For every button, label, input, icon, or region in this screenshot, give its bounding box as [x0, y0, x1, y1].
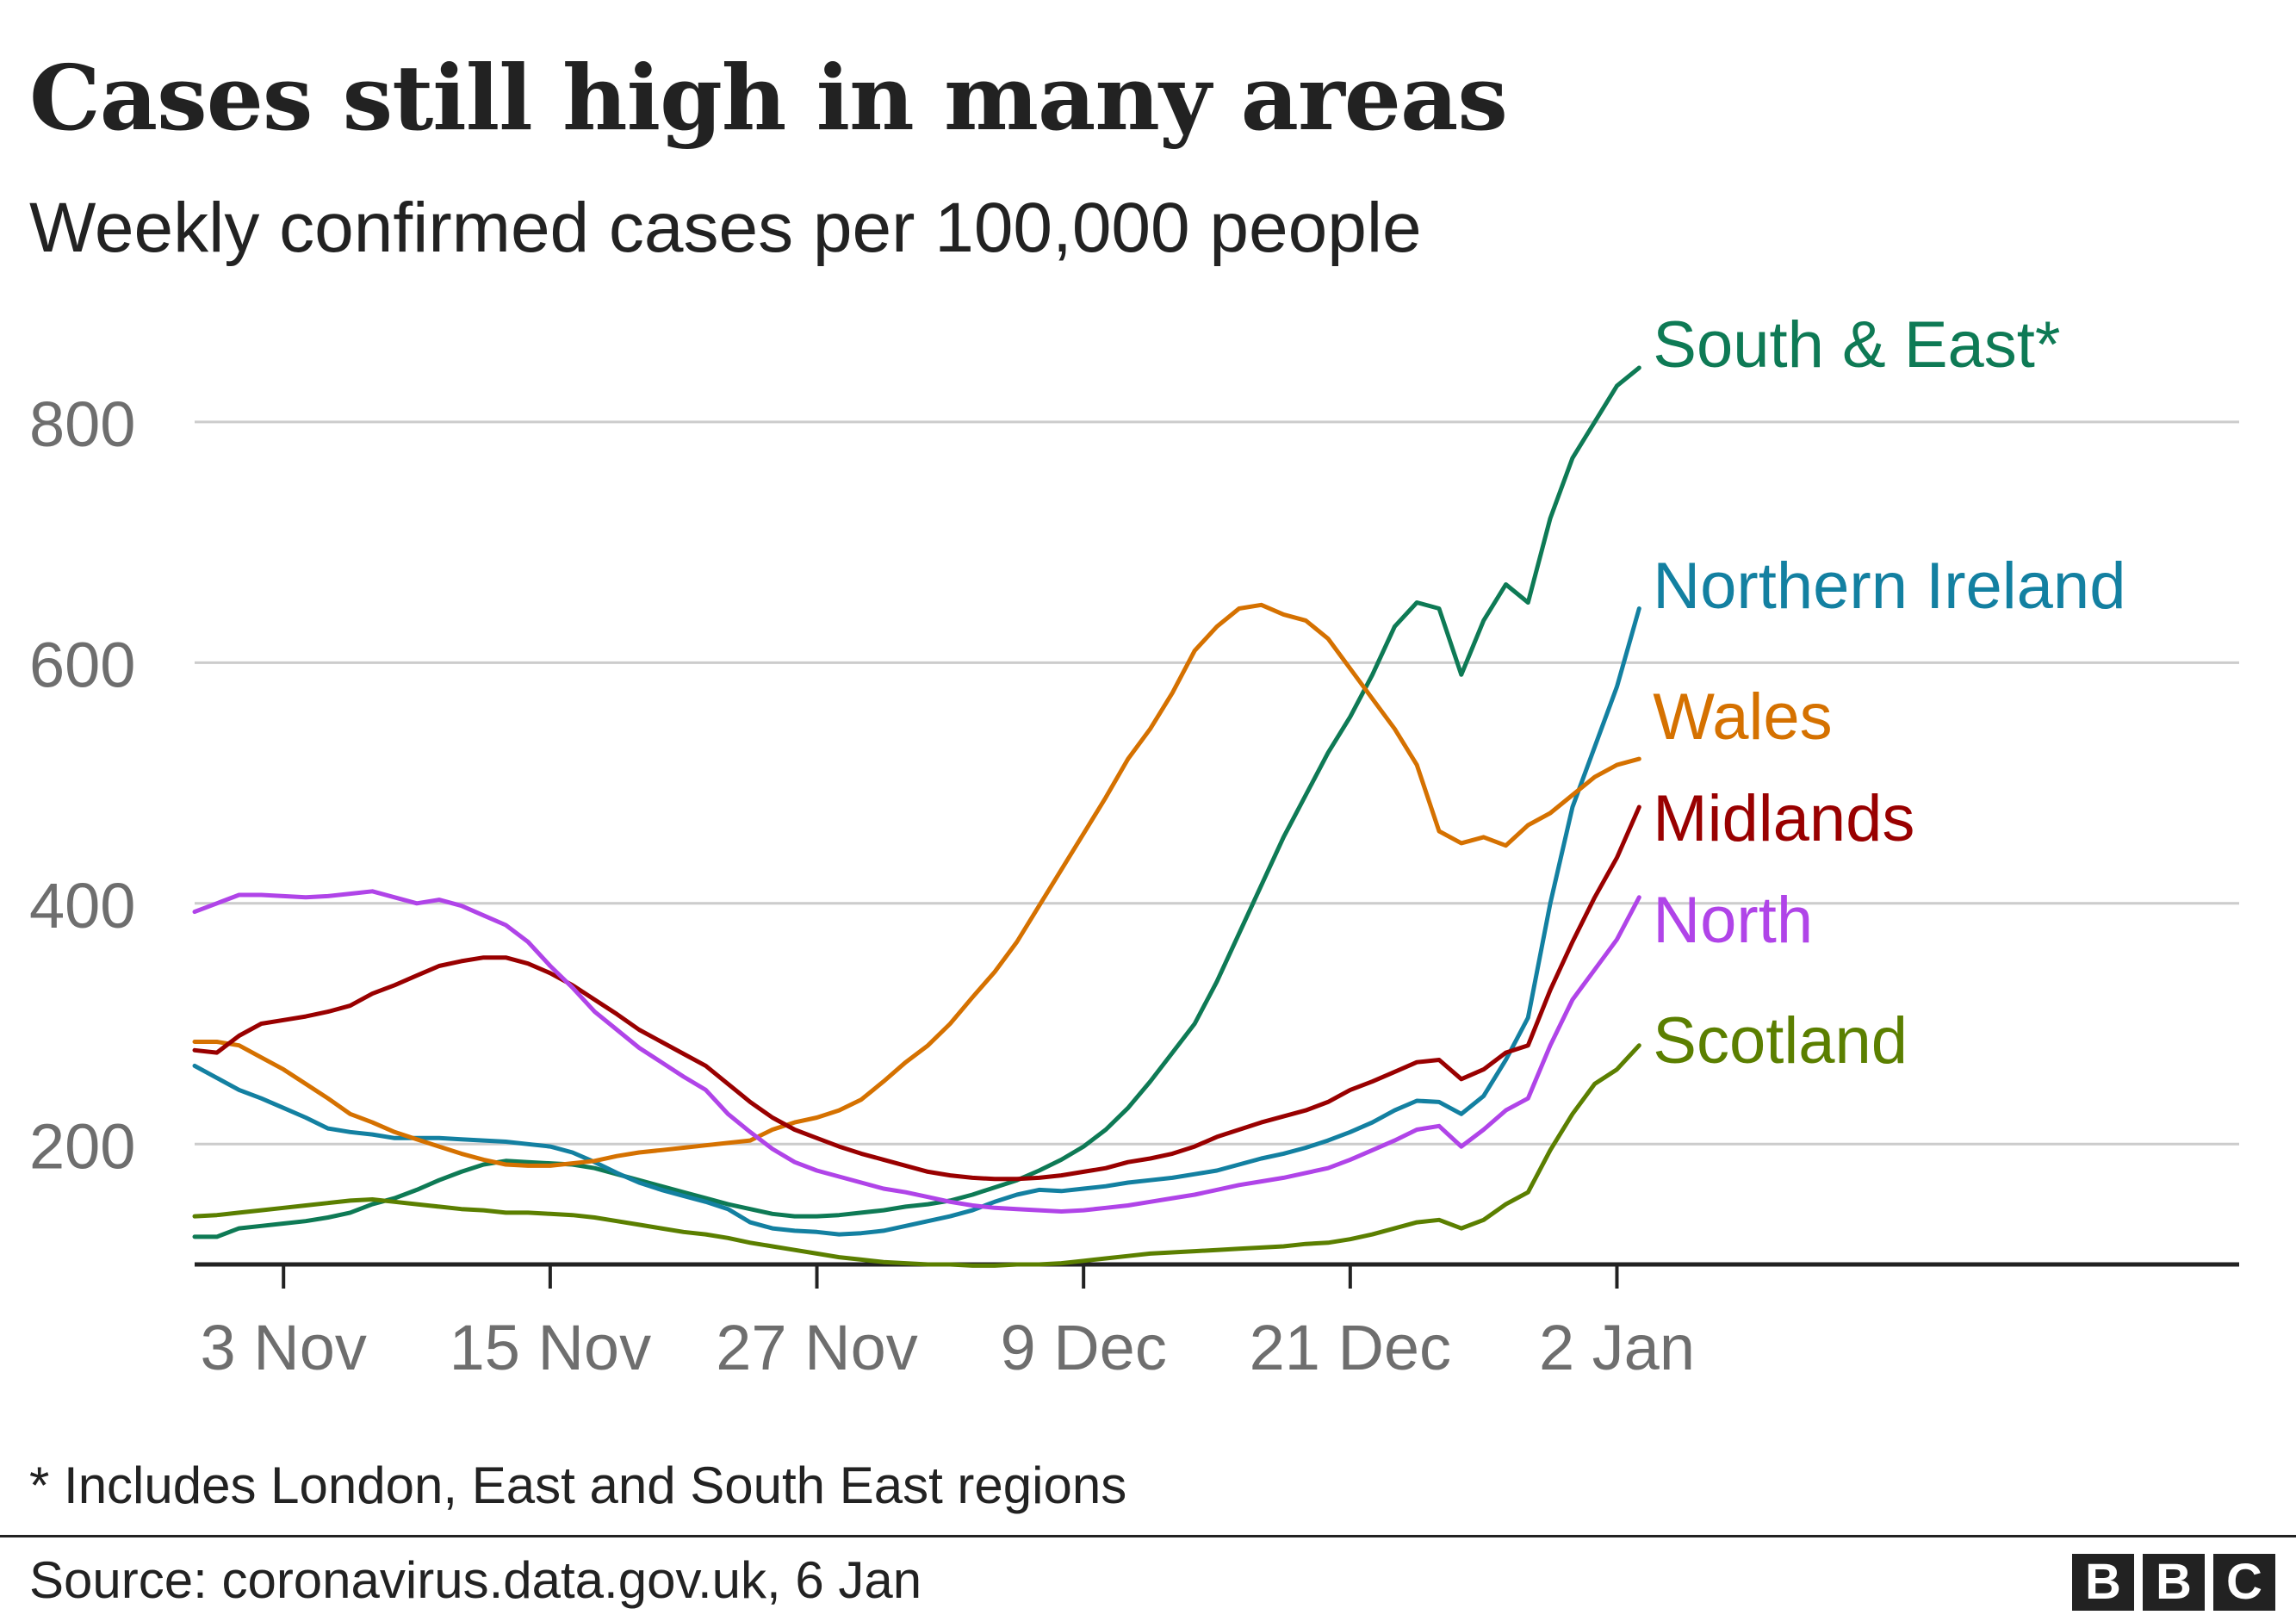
series-label: North [1653, 884, 1813, 957]
logo-letter: B [2143, 1554, 2205, 1611]
series-label: Scotland [1653, 1004, 1908, 1078]
y-tick-label: 400 [29, 870, 135, 941]
series-label: Midlands [1653, 782, 1914, 855]
x-tick-label: 21 Dec [1250, 1312, 1451, 1383]
y-tick-label: 800 [29, 388, 135, 460]
x-tick-label: 27 Nov [716, 1312, 917, 1383]
chart-subtitle: Weekly confirmed cases per 100,000 peopl… [29, 189, 1422, 267]
source-note: Source: coronavirus.data.gov.uk, 6 Jan [29, 1551, 922, 1609]
x-tick-label: 15 Nov [450, 1312, 651, 1383]
series-label: Wales [1653, 680, 1832, 754]
footnote: * Includes London, East and South East r… [29, 1457, 1127, 1514]
logo-letter: B [2072, 1554, 2134, 1611]
bbc-logo: B B C [2072, 1554, 2275, 1611]
logo-letter: C [2213, 1554, 2275, 1611]
y-tick-label: 200 [29, 1110, 135, 1182]
series-line [192, 606, 1641, 1237]
y-tick-label: 600 [29, 629, 135, 700]
line-chart: 200 400 600 800 3 Nov 15 Nov 27 Nov 9 Dec 21 Dec… [29, 308, 2239, 1383]
series-line [192, 804, 1641, 1182]
series-line [192, 889, 1641, 1214]
series-line [192, 365, 1641, 1239]
x-tick-label: 3 Nov [201, 1312, 367, 1383]
chart-title: Cases still high in many areas [29, 45, 1508, 151]
x-tick-label: 2 Jan [1539, 1312, 1695, 1383]
x-tick-label: 9 Dec [1001, 1312, 1167, 1383]
series-line [192, 602, 1641, 1168]
series-label: South & East* [1653, 308, 2060, 382]
series-label: Northern Ireland [1653, 550, 2125, 623]
footer-divider [0, 1535, 2296, 1537]
series-line [192, 1043, 1641, 1268]
